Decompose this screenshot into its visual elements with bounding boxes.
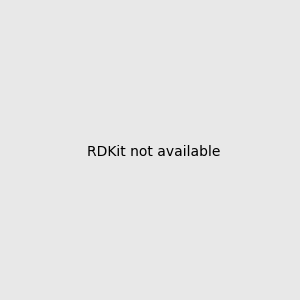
Text: RDKit not available: RDKit not available — [87, 145, 220, 158]
